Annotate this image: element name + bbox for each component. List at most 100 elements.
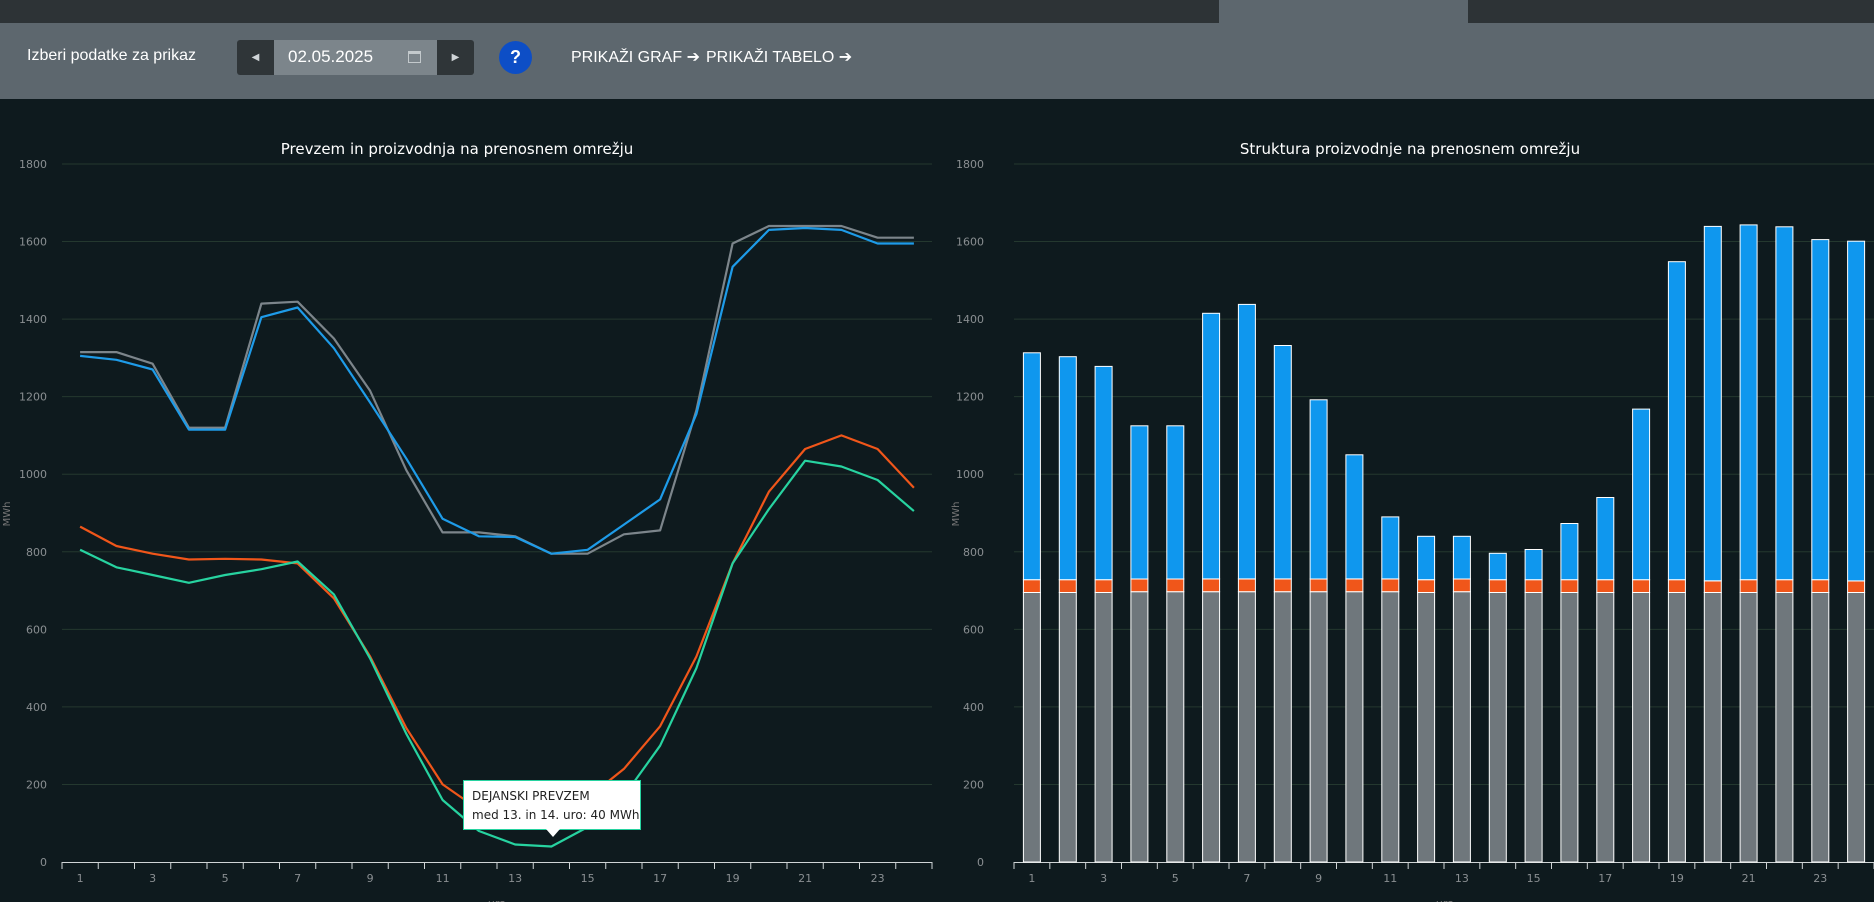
bar-segment — [1022, 352, 1041, 581]
x-tick-label: 15 — [581, 872, 595, 885]
bar-segment — [1345, 454, 1364, 580]
bar-segment — [1381, 516, 1400, 580]
bar-segment — [1811, 592, 1830, 863]
y-tick-label: 1600 — [956, 236, 984, 249]
bar-segment — [1381, 578, 1400, 593]
bar-segment — [1596, 592, 1615, 863]
active-tab[interactable] — [1219, 0, 1468, 23]
bar-segment — [1237, 591, 1256, 863]
bar-segment — [1560, 592, 1579, 863]
bar-segment — [1596, 579, 1615, 594]
show-graph-label: PRIKAŽI GRAF — [571, 49, 683, 66]
caret-left-icon: ◀ — [251, 52, 260, 63]
x-tick-label: 5 — [1172, 872, 1179, 885]
bar-segment — [1166, 425, 1185, 580]
bar-segment — [1452, 535, 1471, 580]
x-tick-label: 23 — [1813, 872, 1827, 885]
y-tick-label: 200 — [963, 778, 984, 791]
calendar-icon[interactable] — [408, 51, 421, 63]
bar-segment — [1632, 408, 1651, 581]
data-tooltip: DEJANSKI PREVZEM med 13. in 14. uro: 40 … — [463, 780, 641, 837]
previous-day-button[interactable]: ◀ — [237, 40, 274, 75]
bar-segment — [1632, 579, 1651, 594]
bar-segment — [1345, 591, 1364, 863]
arrow-right-icon: ➔ — [686, 49, 700, 66]
bar-segment — [1811, 579, 1830, 594]
bar-segment — [1130, 425, 1149, 580]
bar-segment — [1667, 261, 1686, 581]
bar-segment — [1847, 592, 1866, 863]
x-tick-label: 21 — [1742, 872, 1756, 885]
x-axis-label: ura — [1436, 897, 1454, 902]
y-tick-label: 1400 — [19, 313, 47, 326]
line-series-3 — [79, 434, 915, 821]
help-button[interactable]: ? — [499, 41, 532, 74]
bar-segment — [1058, 592, 1077, 863]
bar-segment — [1524, 579, 1543, 594]
line-series-1 — [80, 224, 914, 555]
bar-segment — [1560, 579, 1579, 594]
bar-segment — [1596, 497, 1615, 581]
x-tick-label: 1 — [77, 872, 84, 885]
bar-segment — [1094, 592, 1113, 863]
bar-segment — [1560, 523, 1579, 581]
select-data-label: Izberi podatke za prikaz — [27, 47, 196, 64]
x-tick-label: 9 — [1315, 872, 1322, 885]
y-tick-label: 600 — [963, 623, 984, 636]
x-tick-label: 19 — [1670, 872, 1684, 885]
y-axis-label: MWh — [951, 502, 962, 527]
bar-segment — [1632, 592, 1651, 863]
y-tick-label: 800 — [963, 546, 984, 559]
bar-segment — [1022, 592, 1041, 863]
bar-segment — [1273, 591, 1292, 863]
bar-segment — [1667, 592, 1686, 863]
bar-segment — [1202, 312, 1221, 580]
show-graph-button[interactable]: PRIKAŽI GRAF ➔ — [571, 47, 700, 67]
bar-segment — [1524, 592, 1543, 863]
y-tick-label: 1200 — [19, 391, 47, 404]
x-tick-label: 19 — [726, 872, 740, 885]
bar-segment — [1094, 579, 1113, 594]
bar-segment — [1452, 578, 1471, 593]
y-tick-label: 1200 — [956, 391, 984, 404]
date-field[interactable]: 02.05.2025 — [274, 40, 437, 75]
x-tick-label: 5 — [222, 872, 229, 885]
bar-segment — [1703, 592, 1722, 863]
bar-segment — [1524, 549, 1543, 581]
bar-segment — [1667, 579, 1686, 594]
x-tick-label: 3 — [1100, 872, 1107, 885]
y-tick-label: 400 — [963, 701, 984, 714]
x-tick-label: 3 — [149, 872, 156, 885]
bar-segment — [1381, 591, 1400, 863]
x-tick-label: 9 — [367, 872, 374, 885]
chart-title: Struktura proizvodnje na prenosnem omrež… — [1240, 140, 1580, 158]
bar-segment — [1309, 591, 1328, 863]
y-tick-label: 800 — [26, 546, 47, 559]
show-table-label: PRIKAŽI TABELO — [706, 49, 835, 66]
bar-segment — [1452, 591, 1471, 863]
bar-segment — [1847, 580, 1866, 593]
y-tick-label: 200 — [26, 778, 47, 791]
bar-segment — [1739, 592, 1758, 863]
bar-chart: Struktura proizvodnje na prenosnem omrež… — [951, 140, 1874, 902]
next-day-button[interactable]: ▶ — [437, 40, 474, 75]
tooltip-title: DEJANSKI PREVZEM — [472, 789, 590, 803]
bar-segment — [1273, 578, 1292, 593]
bar-segment — [1417, 579, 1436, 594]
top-tab-strip — [0, 0, 1874, 23]
bar-segment — [1775, 579, 1794, 594]
x-tick-label: 11 — [436, 872, 450, 885]
y-tick-label: 1800 — [19, 158, 47, 171]
bar-segment — [1058, 579, 1077, 594]
bar-segment — [1309, 578, 1328, 593]
chart-title: Prevzem in proizvodnja na prenosnem omre… — [281, 140, 634, 158]
date-picker: ◀ 02.05.2025 ▶ — [237, 40, 474, 75]
x-tick-label: 17 — [653, 872, 667, 885]
bar-segment — [1130, 591, 1149, 863]
bar-segment — [1775, 226, 1794, 581]
y-tick-label: 1800 — [956, 158, 984, 171]
line-series-4 — [79, 459, 915, 848]
y-tick-label: 400 — [26, 701, 47, 714]
x-tick-label: 7 — [1243, 872, 1250, 885]
show-table-button[interactable]: PRIKAŽI TABELO ➔ — [706, 47, 852, 67]
